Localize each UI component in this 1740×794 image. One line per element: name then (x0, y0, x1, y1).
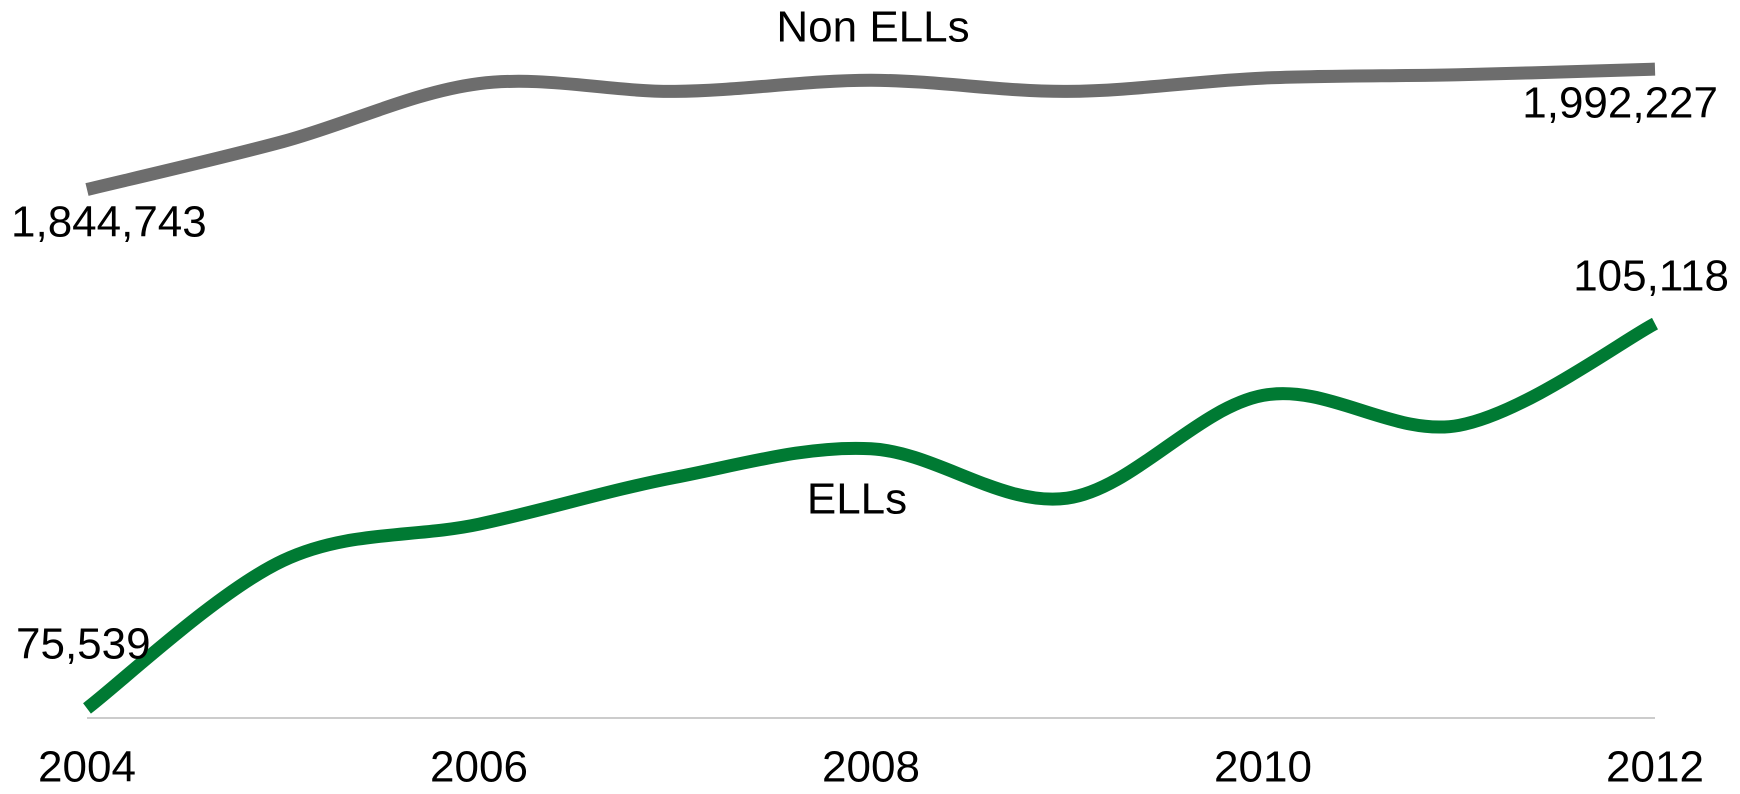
data-label: 105,118 (1573, 252, 1729, 301)
data-label: 75,539 (16, 620, 151, 669)
data-label: 1,844,743 (11, 198, 207, 247)
x-tick-label: 2008 (822, 743, 920, 792)
series-label: Non ELLs (776, 3, 969, 52)
series-line (85, 62, 1656, 196)
x-tick-label: 2006 (430, 743, 528, 792)
x-tick-label: 2010 (1214, 743, 1312, 792)
x-tick-label: 2012 (1606, 743, 1704, 792)
series-label: ELLs (807, 475, 907, 524)
series-line (83, 317, 1659, 714)
x-tick-label: 2004 (38, 743, 136, 792)
data-label: 1,992,227 (1522, 79, 1718, 128)
